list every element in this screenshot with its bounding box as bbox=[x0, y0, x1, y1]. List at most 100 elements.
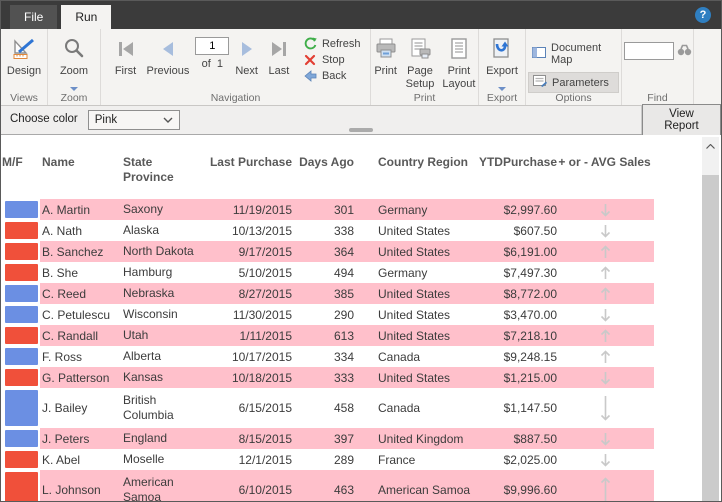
design-button[interactable]: Design bbox=[3, 34, 45, 80]
ribbon-group-find: Find bbox=[622, 29, 694, 105]
cell-days-ago: 463 bbox=[333, 483, 354, 497]
cell-country-region: United States bbox=[378, 223, 451, 238]
previous-page-button[interactable]: Previous bbox=[143, 34, 194, 80]
trend-up-icon bbox=[600, 477, 611, 501]
cell-name: J. Bailey bbox=[42, 401, 88, 415]
cell-last-purchase: 1/11/2015 bbox=[239, 328, 293, 343]
trend-down-icon bbox=[600, 308, 611, 322]
cell-gender bbox=[2, 346, 40, 367]
cell-name: A. Nath bbox=[42, 223, 83, 238]
cell-ytd-purchase: $9,248.15 bbox=[503, 349, 557, 364]
cell-trend bbox=[557, 370, 654, 386]
last-page-button[interactable]: Last bbox=[264, 34, 294, 80]
next-page-button[interactable]: Next bbox=[231, 34, 262, 80]
page-setup-label: Page Setup bbox=[405, 65, 435, 90]
cell-last-purchase: 6/15/2015 bbox=[238, 401, 292, 415]
navigation-group-label: Navigation bbox=[210, 92, 261, 104]
cell-country-region: United States bbox=[378, 244, 451, 259]
cell-trend bbox=[557, 452, 654, 468]
ribbon-group-export: Export Export bbox=[479, 29, 526, 105]
print-layout-button[interactable]: Print Layout bbox=[438, 34, 479, 92]
document-map-icon bbox=[532, 47, 546, 61]
binoculars-icon[interactable] bbox=[677, 44, 692, 59]
cell-days-ago: 289 bbox=[333, 452, 354, 467]
view-report-area: View Report bbox=[641, 104, 721, 136]
trend-up-icon bbox=[600, 328, 611, 342]
cell-country-region: Canada bbox=[378, 401, 421, 415]
parameters-icon bbox=[533, 75, 547, 90]
cell-name: F. Ross bbox=[42, 349, 83, 364]
table-row[interactable]: K. Abel Moselle 12/1/2015 289 France $2,… bbox=[2, 449, 654, 470]
find-input[interactable] bbox=[623, 42, 674, 60]
export-caret-icon bbox=[497, 82, 506, 95]
back-label: Back bbox=[321, 69, 347, 82]
document-map-toggle[interactable]: Document Map bbox=[528, 40, 619, 68]
first-page-button[interactable]: First bbox=[111, 34, 141, 80]
table-row[interactable]: A. Nath Alaska 10/13/2015 338 United Sta… bbox=[2, 220, 654, 241]
color-select[interactable]: Pink bbox=[87, 110, 180, 130]
cell-days-ago: 613 bbox=[333, 328, 354, 343]
table-row[interactable]: C. Petulescu Wisconsin 11/30/2015 290 Un… bbox=[2, 304, 654, 325]
table-row[interactable]: G. Patterson Kansas 10/18/2015 333 Unite… bbox=[2, 367, 654, 388]
print-button[interactable]: Print bbox=[370, 34, 402, 80]
cell-country-region: United States bbox=[378, 286, 451, 301]
cell-ytd-purchase: $9,996.60 bbox=[503, 483, 557, 497]
scroll-up-icon[interactable] bbox=[702, 137, 719, 155]
view-report-button[interactable]: View Report bbox=[642, 104, 721, 136]
refresh-button[interactable]: Refresh bbox=[304, 37, 360, 50]
header-ytd-purchase: YTDPurchase bbox=[478, 155, 557, 169]
stop-icon bbox=[304, 53, 317, 66]
back-button[interactable]: Back bbox=[304, 69, 361, 82]
cell-gender bbox=[2, 367, 40, 388]
vertical-scrollbar[interactable] bbox=[702, 137, 719, 501]
last-page-icon bbox=[268, 36, 290, 62]
export-group-label: Export bbox=[486, 92, 518, 104]
cell-state-province: Saxony bbox=[123, 202, 164, 216]
cell-gender bbox=[2, 325, 40, 346]
cell-state-province: Hamburg bbox=[123, 265, 173, 279]
parameters-toggle[interactable]: Parameters bbox=[528, 72, 619, 93]
previous-page-icon bbox=[159, 36, 177, 62]
zoom-button[interactable]: Zoom bbox=[56, 34, 92, 96]
ribbon-group-options: Document Map Parameters Options bbox=[526, 29, 622, 105]
cell-gender bbox=[2, 470, 40, 501]
ribbon-group-print: Print Page Setup bbox=[371, 29, 479, 105]
table-row[interactable]: C. Reed Nebraska 8/27/2015 385 United St… bbox=[2, 283, 654, 304]
splitter-grip[interactable] bbox=[349, 128, 373, 132]
cell-ytd-purchase: $7,497.30 bbox=[503, 265, 557, 280]
help-icon[interactable]: ? bbox=[695, 7, 711, 23]
color-select-value: Pink bbox=[94, 114, 118, 126]
gender-color-swatch bbox=[5, 348, 38, 365]
table-row[interactable]: F. Ross Alberta 10/17/2015 334 Canada $9… bbox=[2, 346, 654, 367]
tab-run[interactable]: Run bbox=[61, 5, 112, 29]
tab-file[interactable]: File bbox=[10, 5, 58, 29]
table-row[interactable]: L. Johnson American Samoa 6/10/2015 463 … bbox=[2, 470, 654, 501]
cell-gender bbox=[2, 283, 40, 304]
zoom-group-label: Zoom bbox=[60, 92, 88, 104]
page-number-input[interactable] bbox=[195, 37, 230, 55]
cell-country-region: Germany bbox=[378, 265, 428, 280]
table-row[interactable]: C. Randall Utah 1/11/2015 613 United Sta… bbox=[2, 325, 654, 346]
stop-button[interactable]: Stop bbox=[304, 53, 361, 66]
cell-days-ago: 301 bbox=[333, 202, 354, 217]
cell-state-province: Kansas bbox=[123, 370, 164, 384]
page-setup-button[interactable]: Page Setup bbox=[402, 34, 439, 92]
cell-state-province: England bbox=[123, 431, 168, 445]
export-label: Export bbox=[486, 65, 518, 77]
cell-state-province: Nebraska bbox=[123, 286, 175, 300]
table-row[interactable]: A. Martin Saxony 11/19/2015 301 Germany … bbox=[2, 199, 654, 220]
cell-ytd-purchase: $7,218.10 bbox=[503, 328, 557, 343]
table-row[interactable]: B. She Hamburg 5/10/2015 494 Germany $7,… bbox=[2, 262, 654, 283]
stop-label: Stop bbox=[321, 53, 345, 66]
export-button[interactable]: Export bbox=[482, 34, 522, 96]
table-row[interactable]: B. Sanchez North Dakota 9/17/2015 364 Un… bbox=[2, 241, 654, 262]
ribbon-group-navigation: First Previous of 1 bbox=[101, 29, 371, 105]
table-row[interactable]: J. Peters England 8/15/2015 397 United K… bbox=[2, 428, 654, 449]
scrollbar-thumb[interactable] bbox=[702, 175, 719, 501]
cell-gender bbox=[2, 388, 40, 428]
table-row[interactable]: J. Bailey British Columbia 6/15/2015 458… bbox=[2, 388, 654, 428]
previous-label: Previous bbox=[146, 65, 190, 77]
cell-last-purchase: 11/19/2015 bbox=[232, 202, 292, 217]
trend-up-icon bbox=[600, 349, 611, 363]
cell-name: C. Randall bbox=[42, 328, 99, 343]
